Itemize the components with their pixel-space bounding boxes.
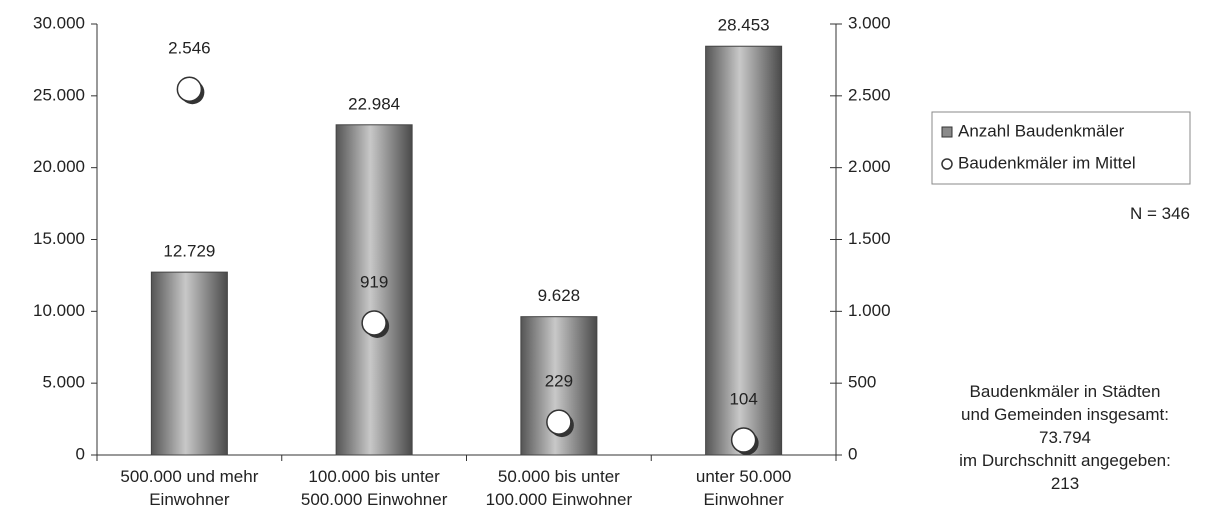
y-tick-label: 30.000: [33, 13, 85, 32]
point-value-label: 2.546: [168, 39, 211, 58]
bar-value-label: 22.984: [348, 94, 400, 113]
annotation: Baudenkmäler in Städten und Gemeinden in…: [959, 382, 1171, 493]
x-tick-label: unter 50.000 Einwohner: [695, 467, 792, 509]
legend-swatch: [941, 158, 953, 170]
y2-tick-label: 500: [848, 373, 876, 392]
y2-tick-label: 2.000: [848, 157, 891, 176]
legend-label: Baudenkmäler im Mittel: [958, 153, 1136, 172]
point: [361, 310, 387, 336]
legend-label: Anzahl Baudenkmäler: [958, 121, 1125, 140]
bar-value-label: 9.628: [538, 286, 581, 305]
point: [730, 427, 757, 453]
y2-tick-label: 0: [848, 444, 857, 463]
y2-tick-label: 2.500: [848, 85, 891, 104]
point-value-label: 229: [545, 372, 573, 391]
y2-tick-label: 1.000: [848, 301, 891, 320]
bar: [150, 271, 228, 456]
point-value-label: 104: [729, 390, 757, 409]
point: [176, 76, 203, 102]
bar: [705, 45, 783, 456]
x-tick-label: 500.000 und mehr Einwohner: [120, 467, 259, 509]
y2-tick-label: 3.000: [848, 13, 891, 32]
x-tick-label: 50.000 bis unter 100.000 Einwohner: [485, 467, 633, 509]
legend-swatch: [941, 126, 953, 138]
y-tick-label: 20.000: [33, 157, 85, 176]
x-tick-label: 100.000 bis unter 500.000 Einwohner: [300, 467, 448, 509]
y-tick-label: 25.000: [33, 85, 85, 104]
y-tick-label: 10.000: [33, 301, 85, 320]
bar-value-label: 12.729: [163, 242, 215, 261]
point-value-label: 919: [360, 272, 388, 291]
bar-value-label: 28.453: [718, 16, 770, 35]
y2-tick-label: 1.500: [848, 229, 891, 248]
y-tick-label: 15.000: [33, 229, 85, 248]
point: [546, 409, 572, 435]
bar: [335, 124, 413, 456]
y-tick-label: 5.000: [42, 373, 85, 392]
legend-box: [931, 111, 1191, 185]
y-tick-label: 0: [76, 444, 85, 463]
annotation: N = 346: [1129, 204, 1190, 223]
